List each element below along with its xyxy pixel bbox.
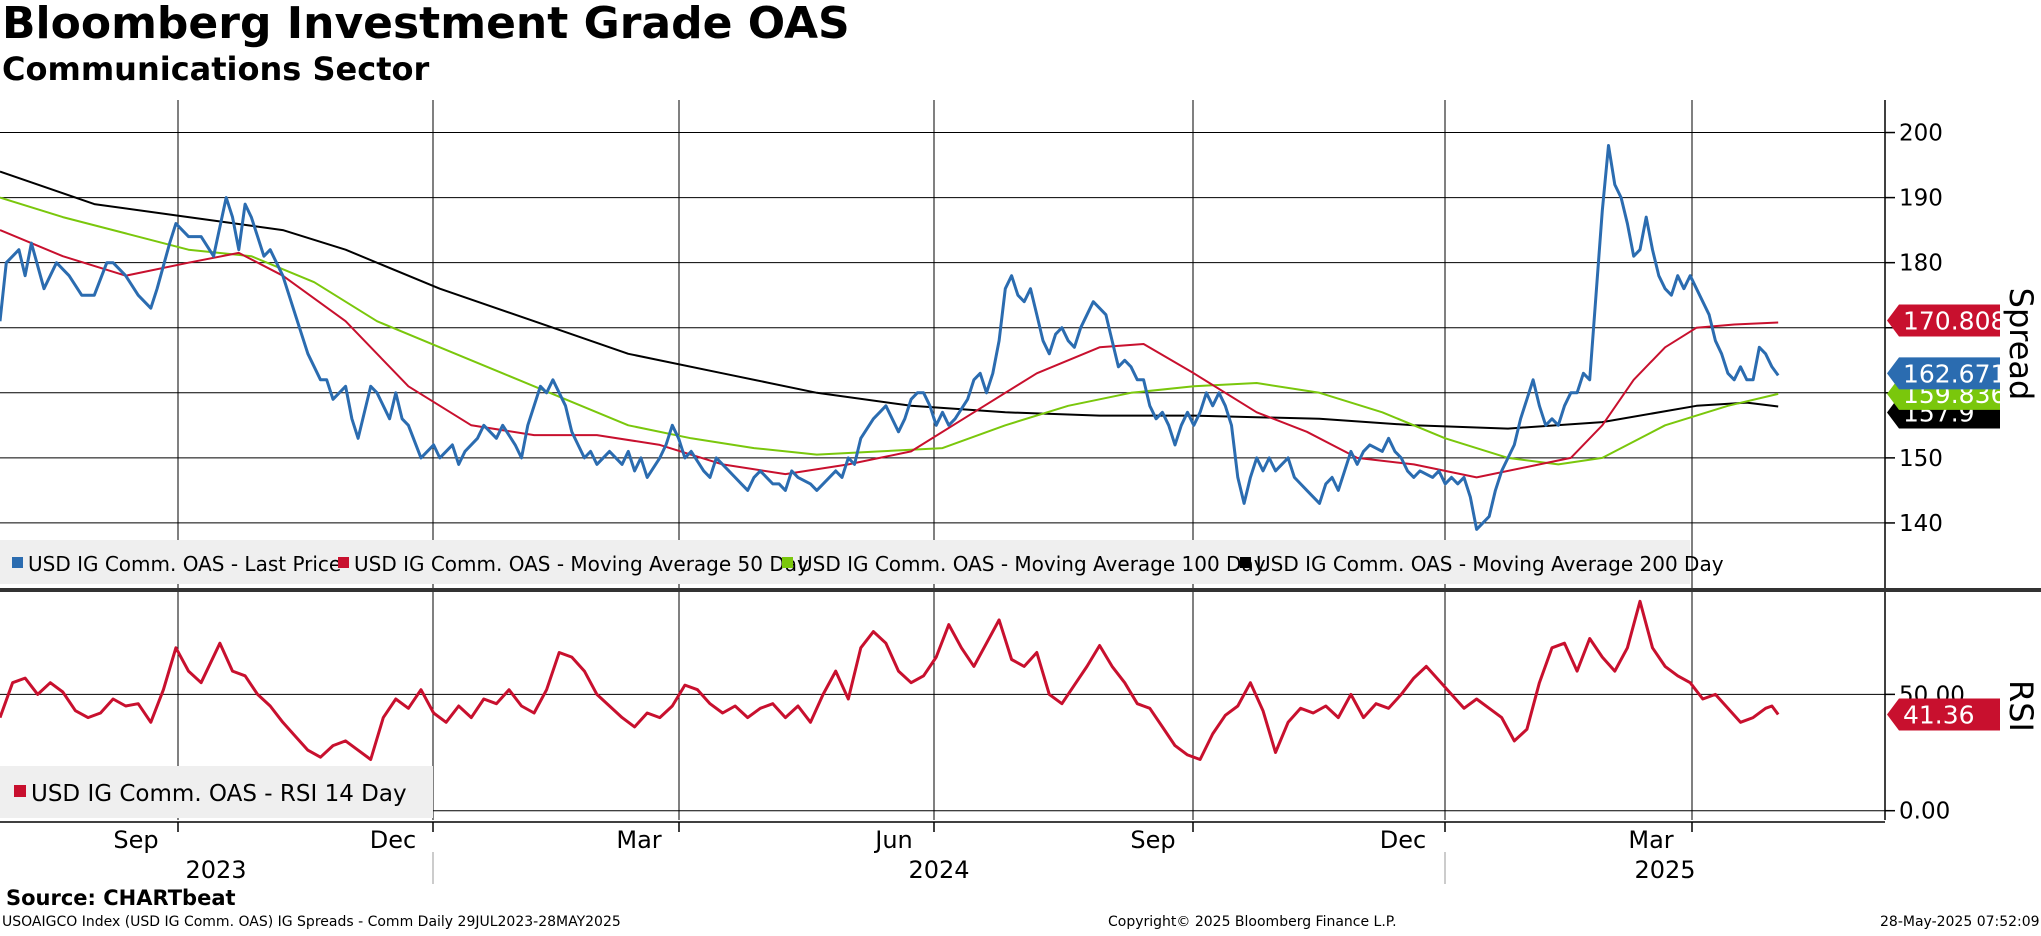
legend-label: USD IG Comm. OAS - Last Price (28, 552, 341, 576)
legend-label: USD IG Comm. OAS - Moving Average 50 Day (354, 552, 809, 576)
chart-title: Bloomberg Investment Grade OAS (2, 0, 850, 49)
copyright-notice: Copyright© 2025 Bloomberg Finance L.P. (1108, 914, 1397, 930)
x-year-label: 2024 (908, 856, 969, 884)
y-tick-label: 0.00 (1899, 799, 1950, 825)
series-line (0, 196, 1779, 466)
last-value-tag-text: 170.808 (1903, 306, 2006, 335)
legend-box (0, 540, 1690, 584)
legend-swatch (338, 557, 349, 568)
series-line (0, 144, 1780, 531)
legend-swatch (1240, 557, 1251, 568)
last-value-tag: 41.36 (1887, 698, 2000, 731)
legend-box (0, 766, 433, 818)
last-value-tag-text: 41.36 (1903, 700, 1975, 729)
y-tick-label: 190 (1899, 186, 1943, 212)
legend-swatch (12, 557, 23, 568)
x-tick-label: Jun (873, 826, 913, 854)
y-tick-label: 150 (1899, 446, 1943, 472)
x-tick-label: Mar (1628, 826, 1673, 854)
series-line (0, 170, 1779, 430)
x-year-label: 2025 (1634, 856, 1695, 884)
y-tick-label: 200 (1899, 121, 1943, 147)
x-tick-label: Sep (113, 826, 158, 854)
timestamp: 28-May-2025 07:52:09 (1880, 914, 2040, 930)
y-axis-title-spread: Spread (2002, 288, 2040, 401)
y-tick-label: 140 (1899, 511, 1943, 537)
legend-swatch (782, 557, 793, 568)
x-tick-label: Mar (616, 826, 661, 854)
legend-label: USD IG Comm. OAS - Moving Average 200 Da… (1256, 552, 1724, 576)
chart-subtitle: Communications Sector (2, 50, 430, 88)
source-label: Source: CHARTbeat (6, 886, 236, 910)
last-value-tag-text: 162.671 (1903, 359, 2006, 388)
legend-label: USD IG Comm. OAS - Moving Average 100 Da… (798, 552, 1266, 576)
index-description: USOAIGCO Index (USD IG Comm. OAS) IG Spr… (2, 914, 621, 930)
x-tick-label: Dec (370, 826, 416, 854)
last-value-tag: 170.808 (1887, 304, 2006, 337)
x-tick-label: Sep (1130, 826, 1175, 854)
y-axis-title-rsi: RSI (2002, 680, 2040, 732)
x-year-label: 2023 (185, 856, 246, 884)
last-value-tag: 162.671 (1887, 357, 2006, 390)
last-value-tag-bg (1887, 698, 2000, 731)
series-line (0, 229, 1779, 479)
y-tick-label: 180 (1899, 251, 1943, 277)
x-tick-label: Dec (1380, 826, 1426, 854)
legend-label: USD IG Comm. OAS - RSI 14 Day (31, 781, 407, 807)
legend-swatch (14, 785, 26, 797)
series-line (0, 599, 1780, 761)
last-value-tag-bg (1887, 357, 2000, 390)
last-value-tag-bg (1887, 304, 2000, 337)
